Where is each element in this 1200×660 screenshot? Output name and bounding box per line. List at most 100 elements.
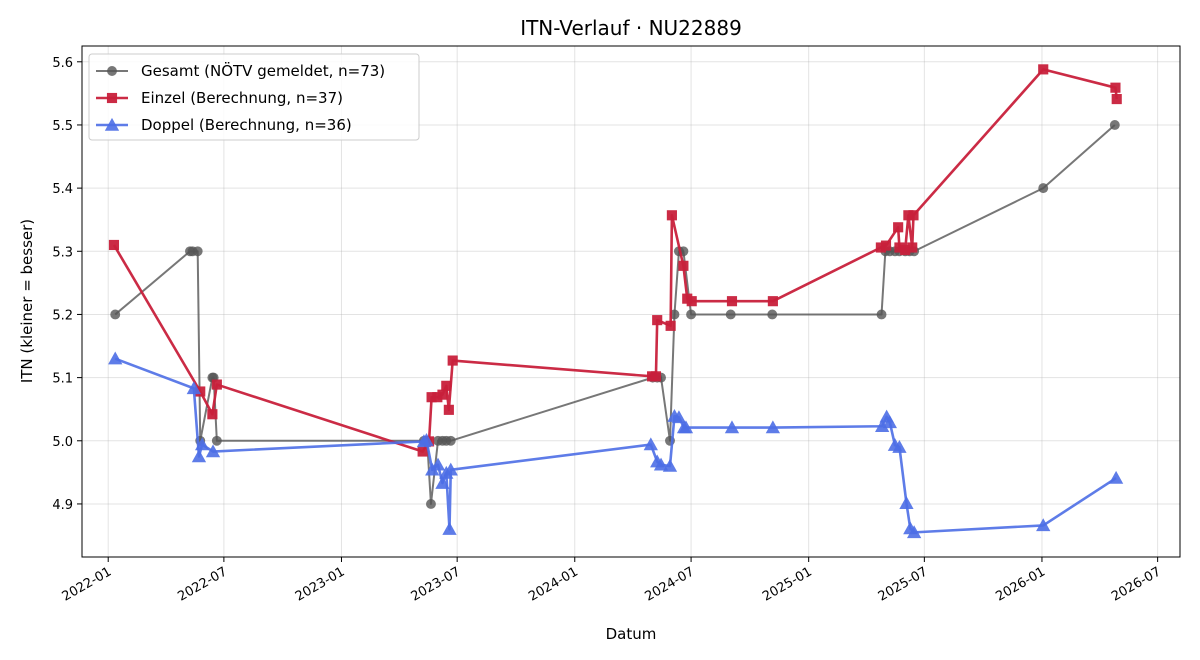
- data-point: [882, 415, 897, 429]
- legend: Gesamt (NÖTV gemeldet, n=73) Einzel (Bere…: [88, 53, 420, 141]
- data-point: [108, 351, 123, 365]
- legend-marker: [104, 117, 120, 131]
- data-point: [445, 435, 456, 446]
- series-layer: [108, 64, 1124, 539]
- data-point: [419, 432, 434, 446]
- plot-frame: [81, 45, 1181, 558]
- data-point: [724, 420, 740, 434]
- data-point: [435, 475, 450, 489]
- data-point: [875, 419, 890, 432]
- data-point: [108, 239, 120, 251]
- data-point: [426, 498, 436, 509]
- x-tick-label: 2023-07: [409, 564, 464, 604]
- data-point: [893, 222, 904, 233]
- data-point: [875, 242, 886, 253]
- data-point: [430, 457, 446, 471]
- chart-title: ITN-Verlauf · NU22889: [520, 16, 742, 40]
- y-tick-label: 5.0: [52, 435, 73, 450]
- data-point: [726, 296, 738, 307]
- legend-marker: [106, 92, 118, 104]
- y-tick-label: 5.1: [52, 372, 73, 387]
- data-point: [678, 260, 689, 271]
- x-tick-label: 2026-01: [993, 564, 1048, 604]
- data-point: [447, 355, 458, 366]
- data-point: [876, 309, 887, 320]
- legend-entries: Gesamt (NÖTV gemeldet, n=73) Einzel (Bere…: [96, 61, 385, 134]
- x-tick-label: 2024-07: [643, 564, 698, 604]
- data-point: [211, 379, 222, 390]
- data-point: [880, 240, 892, 251]
- x-axis-label: Datum: [606, 625, 657, 643]
- data-point: [443, 462, 458, 476]
- data-point: [652, 315, 663, 326]
- data-point: [643, 437, 658, 451]
- legend-label: Doppel (Berechnung, n=36): [141, 116, 352, 134]
- y-axis-label: ITN (kleiner = besser): [18, 219, 36, 383]
- x-tick-label: 2026-07: [1109, 564, 1164, 604]
- x-tick-label: 2022-07: [175, 564, 230, 604]
- y-tick-label: 4.9: [52, 498, 73, 513]
- data-point: [186, 381, 201, 395]
- x-tick-label: 2025-07: [876, 564, 931, 604]
- y-tick-label: 5.3: [52, 245, 73, 260]
- data-point: [211, 435, 222, 446]
- legend-label: Gesamt (NÖTV gemeldet, n=73): [141, 61, 385, 80]
- data-point: [441, 380, 452, 391]
- data-point: [417, 446, 428, 457]
- data-point: [191, 449, 207, 463]
- data-point: [650, 371, 661, 382]
- data-point: [195, 437, 210, 451]
- y-tick-label: 5.6: [52, 56, 73, 71]
- data-point: [899, 496, 914, 510]
- data-point: [907, 242, 918, 253]
- data-point: [205, 444, 221, 458]
- data-point: [653, 457, 669, 471]
- data-point: [665, 320, 676, 331]
- data-point: [686, 309, 697, 320]
- series-line: [114, 357, 1117, 534]
- data-point: [671, 410, 687, 424]
- x-tick-label: 2024-01: [526, 564, 581, 604]
- y-tick-label: 5.2: [52, 308, 73, 323]
- data-point: [725, 309, 736, 320]
- data-point: [1110, 82, 1121, 93]
- legend-box: [88, 53, 420, 141]
- data-point: [437, 389, 448, 400]
- data-point: [900, 244, 911, 256]
- x-tick-label: 2025-01: [760, 564, 815, 604]
- y-tick-label: 5.5: [52, 119, 73, 134]
- data-point: [686, 296, 697, 307]
- y-tick-label: 5.4: [52, 182, 73, 197]
- data-point: [903, 210, 914, 221]
- data-point: [1108, 470, 1124, 484]
- series-triangle: [108, 351, 1124, 539]
- series-square: [108, 64, 1122, 457]
- data-point: [765, 420, 781, 434]
- data-point: [678, 420, 694, 434]
- data-point: [906, 525, 922, 539]
- data-point: [892, 439, 907, 453]
- data-point: [767, 296, 778, 307]
- data-point: [207, 409, 218, 420]
- data-point: [662, 458, 678, 472]
- data-point: [1036, 518, 1051, 532]
- x-tick-label: 2023-01: [293, 564, 348, 604]
- data-point: [426, 392, 437, 403]
- legend-marker: [107, 66, 117, 76]
- data-point: [192, 246, 203, 257]
- data-point: [432, 392, 443, 403]
- x-tick-label: 2022-01: [60, 564, 115, 604]
- data-point: [908, 210, 919, 221]
- data-point: [443, 404, 454, 415]
- data-point: [1111, 93, 1122, 105]
- x-axis-ticks: 2022-01 2022-07 2023-01 2023-07 2024-01 2024-…: [60, 557, 1164, 605]
- data-point: [195, 386, 206, 397]
- data-point: [666, 210, 677, 221]
- data-point: [110, 309, 121, 320]
- data-point: [1038, 64, 1049, 75]
- data-point: [767, 309, 778, 320]
- data-point: [894, 242, 905, 253]
- data-point: [1109, 120, 1120, 130]
- legend-label: Einzel (Berechnung, n=37): [141, 89, 343, 107]
